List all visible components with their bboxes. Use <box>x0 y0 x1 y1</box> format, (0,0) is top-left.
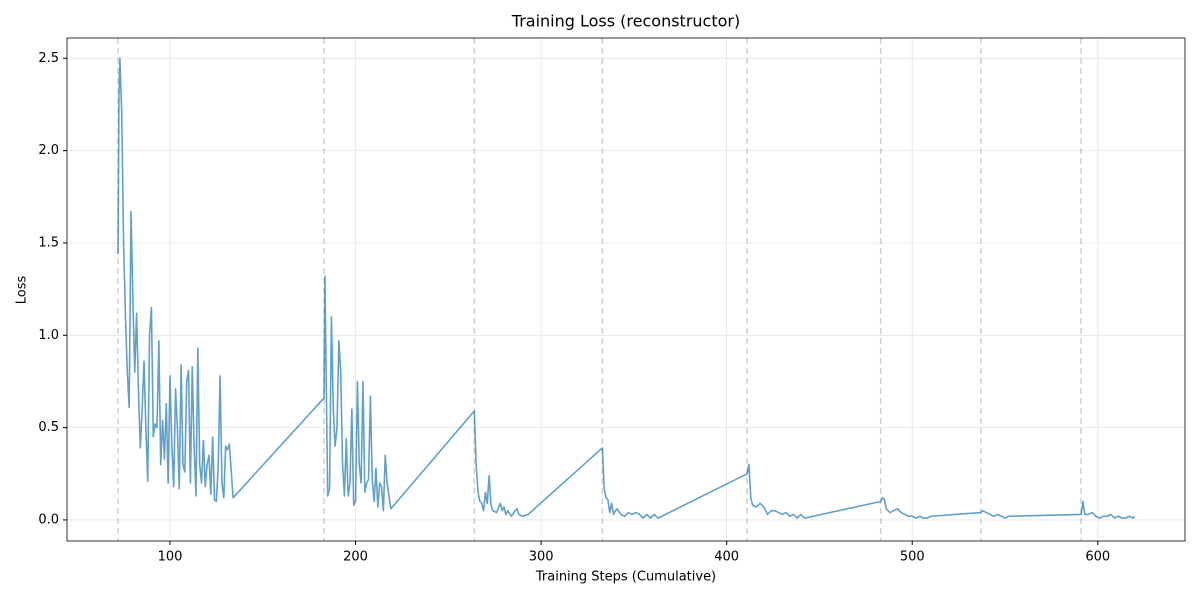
x-tick-label: 100 <box>158 550 183 565</box>
loss-line <box>117 57 1136 519</box>
y-tick-label: 0.0 <box>38 512 59 527</box>
y-tick-label: 2.5 <box>38 51 59 66</box>
y-tick-label: 1.5 <box>38 235 59 250</box>
plot-frame <box>66 37 1186 542</box>
y-tick-label: 0.5 <box>38 420 59 435</box>
x-tick-label: 300 <box>529 550 554 565</box>
y-tick-label: 2.0 <box>38 143 59 158</box>
y-tick-label: 1.0 <box>38 328 59 343</box>
x-tick-label: 600 <box>1085 550 1110 565</box>
x-tick-label: 400 <box>714 550 739 565</box>
x-tick-label: 500 <box>900 550 925 565</box>
chart-title: Training Loss (reconstructor) <box>511 12 740 31</box>
y-axis-label: Loss <box>15 276 30 305</box>
x-tick-label: 200 <box>343 550 368 565</box>
x-axis-label: Training Steps (Cumulative) <box>535 570 716 585</box>
